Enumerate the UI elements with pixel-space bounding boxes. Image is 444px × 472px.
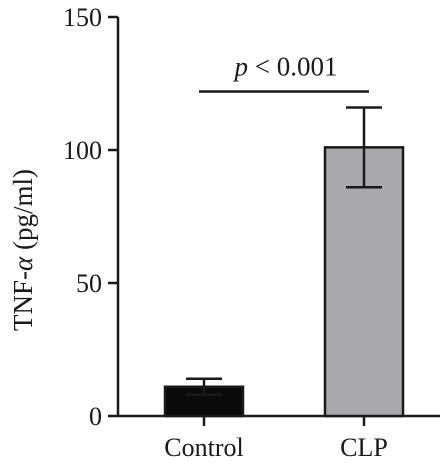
y-tick-label: 100 <box>63 136 102 165</box>
x-tick-label: Control <box>164 433 243 462</box>
p-value-label: p < 0.001 <box>233 51 338 81</box>
error-bars <box>186 106 382 396</box>
x-axis: Control CLP <box>118 414 440 462</box>
bar-clp <box>323 146 405 418</box>
significance-annotation: p < 0.001 <box>199 51 369 93</box>
bars <box>163 146 405 418</box>
y-axis-title: TNF-α (pg/ml) <box>8 169 38 331</box>
y-tick-label: 50 <box>76 269 102 298</box>
y-axis: 0 50 100 150 <box>63 3 120 431</box>
y-tick-label: 150 <box>63 3 102 32</box>
x-tick-label: CLP <box>340 433 388 462</box>
y-tick-label: 0 <box>89 402 102 431</box>
